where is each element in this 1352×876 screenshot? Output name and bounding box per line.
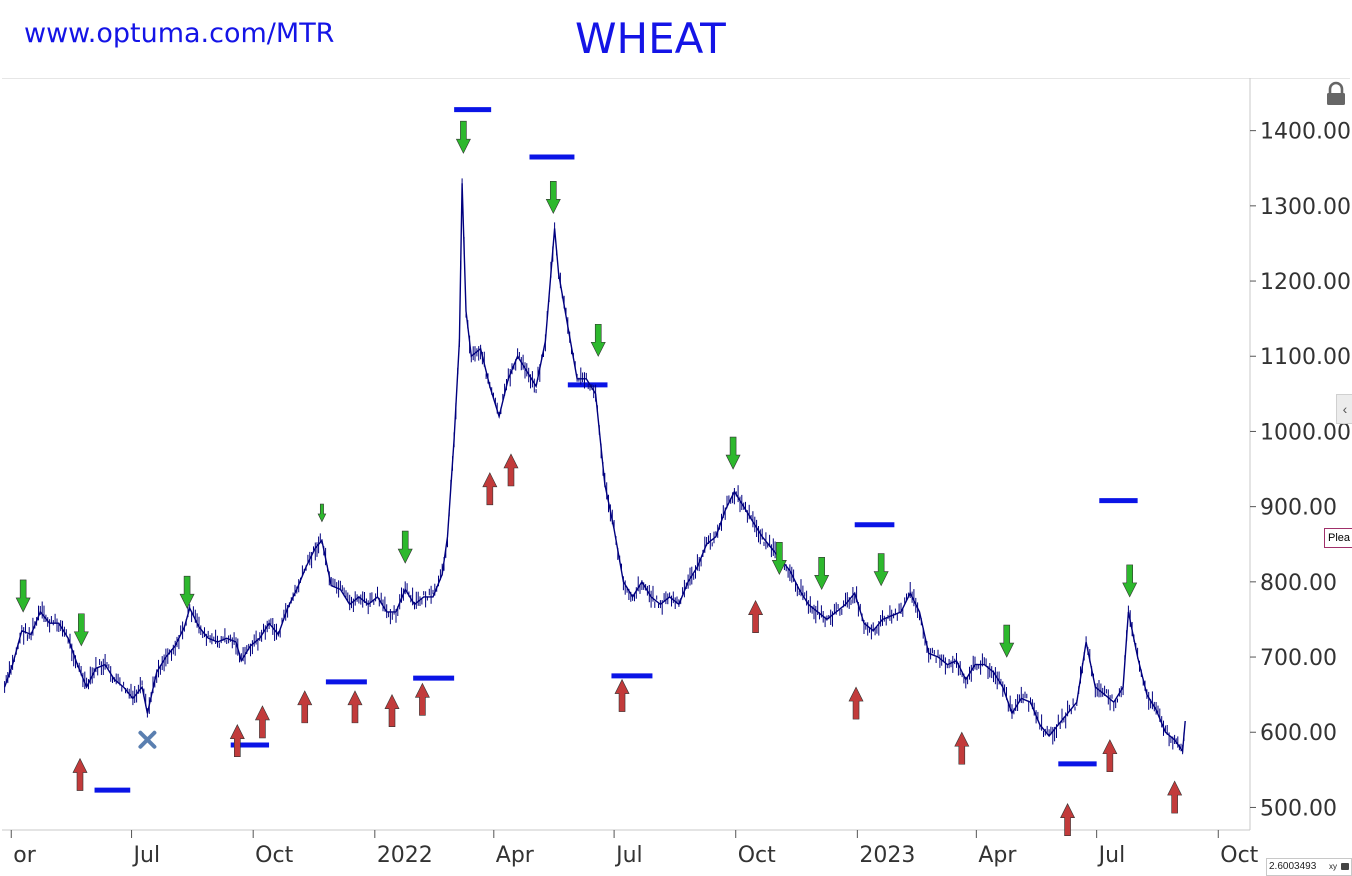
x-tick-label: Jul bbox=[614, 843, 643, 868]
down-arrow bbox=[873, 553, 889, 587]
x-tick-label: 2023 bbox=[859, 843, 915, 868]
signal-arrows bbox=[15, 120, 1183, 836]
y-tick-label: 700.00 bbox=[1260, 646, 1337, 671]
up-arrow bbox=[414, 682, 430, 716]
y-tick-label: 1200.00 bbox=[1260, 270, 1351, 295]
chart-title: WHEAT bbox=[575, 14, 726, 63]
up-arrow bbox=[254, 705, 270, 739]
plot-frame bbox=[2, 78, 1350, 875]
up-arrow bbox=[72, 757, 88, 791]
down-arrow bbox=[179, 575, 195, 609]
down-arrow bbox=[545, 181, 561, 215]
x-tick-label: Jul bbox=[1097, 843, 1126, 868]
down-arrow bbox=[590, 323, 606, 357]
down-arrow bbox=[771, 542, 787, 575]
x-tick-label: Apr bbox=[496, 843, 535, 868]
y-tick-label: 1100.00 bbox=[1260, 345, 1351, 370]
up-arrow bbox=[1167, 780, 1183, 814]
up-arrow bbox=[229, 724, 245, 758]
x-tick-label: Jul bbox=[132, 843, 161, 868]
down-arrow bbox=[397, 530, 413, 564]
up-arrow bbox=[347, 690, 363, 724]
lock-icon[interactable] bbox=[1322, 80, 1350, 108]
axis-ticks: 500.00 600.00 700.00 800.00 900.00 1000.00 110… bbox=[10, 120, 1351, 868]
y-tick-label: 1300.00 bbox=[1260, 195, 1351, 220]
up-arrow bbox=[1060, 803, 1076, 836]
up-arrow bbox=[1102, 739, 1118, 773]
x-tick-label: or bbox=[13, 843, 36, 868]
up-arrow bbox=[503, 453, 519, 487]
down-arrow bbox=[73, 613, 89, 647]
down-arrow bbox=[455, 120, 471, 154]
x-tick-label: Oct bbox=[1220, 843, 1258, 868]
tooltip-stub: Plea bbox=[1324, 528, 1352, 548]
readout-xy-label: xy bbox=[1329, 862, 1337, 871]
level-lines bbox=[94, 107, 1138, 793]
price-series bbox=[3, 178, 1186, 755]
up-arrow bbox=[297, 690, 313, 724]
readout-lock-icon[interactable] bbox=[1341, 863, 1349, 870]
down-arrow bbox=[725, 436, 741, 470]
down-arrow bbox=[317, 503, 327, 523]
down-arrow bbox=[999, 624, 1015, 658]
markers bbox=[138, 730, 157, 749]
x-tick-label: Oct bbox=[738, 843, 776, 868]
up-arrow bbox=[848, 686, 864, 720]
y-tick-label: 1400.00 bbox=[1260, 120, 1351, 145]
header-url[interactable]: www.optuma.com/MTR bbox=[24, 18, 335, 49]
y-tick-label: 800.00 bbox=[1260, 571, 1337, 596]
readout-value: 2.6003493 bbox=[1269, 861, 1317, 872]
up-arrow bbox=[954, 731, 970, 765]
down-arrow bbox=[1122, 564, 1138, 598]
x-tick-label: 2022 bbox=[377, 843, 433, 868]
cross-marker-icon bbox=[138, 730, 157, 749]
up-arrow bbox=[384, 693, 400, 727]
price-line bbox=[3, 183, 1186, 753]
x-tick-label: Oct bbox=[255, 843, 293, 868]
y-tick-label: 900.00 bbox=[1260, 496, 1337, 521]
collapse-arrow-icon[interactable]: ‹ bbox=[1336, 394, 1352, 424]
x-tick-label: Apr bbox=[978, 843, 1017, 868]
y-tick-label: 500.00 bbox=[1260, 796, 1337, 821]
up-arrow bbox=[482, 472, 498, 506]
y-tick-label: 600.00 bbox=[1260, 721, 1337, 746]
up-arrow bbox=[748, 599, 764, 633]
down-arrow bbox=[814, 557, 830, 591]
y-tick-label: 1000.00 bbox=[1260, 420, 1351, 445]
xy-readout[interactable]: 2.6003493 xy bbox=[1266, 858, 1352, 876]
down-arrow bbox=[15, 579, 31, 613]
up-arrow bbox=[614, 678, 630, 712]
